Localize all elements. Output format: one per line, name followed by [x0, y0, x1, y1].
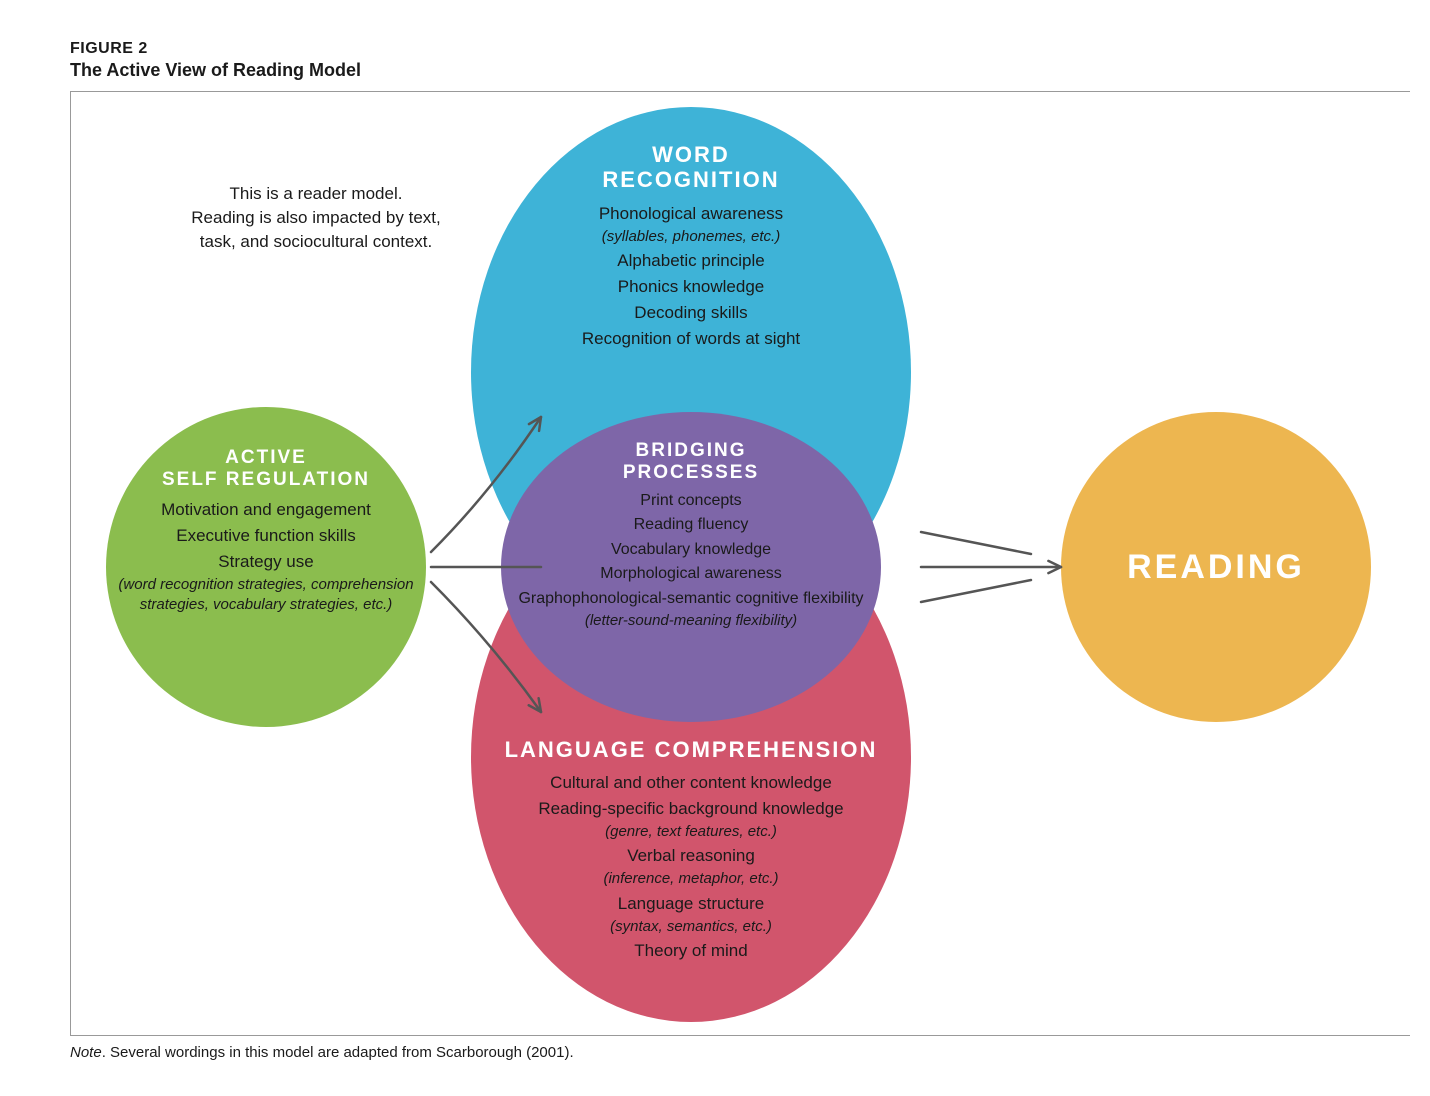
list-item: Decoding skills	[471, 302, 911, 325]
list-item: Theory of mind	[471, 940, 911, 963]
list-item: Verbal reasoning	[471, 845, 911, 868]
list-item: Reading-specific background knowledge	[471, 798, 911, 821]
list-item: Language structure	[471, 893, 911, 916]
list-item: Cultural and other content knowledge	[471, 772, 911, 795]
bridging-title: BRIDGING PROCESSES	[501, 440, 881, 484]
diagram-frame: This is a reader model. Reading is also …	[70, 91, 1410, 1036]
figure-title: The Active View of Reading Model	[70, 60, 1410, 81]
list-item-sub: (syllables, phonemes, etc.)	[471, 227, 911, 247]
language-comprehension-title: LANGUAGE COMPREHENSION	[471, 737, 911, 762]
figure-container: FIGURE 2 The Active View of Reading Mode…	[70, 40, 1410, 1061]
list-item: Motivation and engagement	[106, 499, 426, 522]
list-item: Executive function skills	[106, 525, 426, 548]
list-item-sub: (genre, text features, etc.)	[471, 822, 911, 842]
list-item-sub: (word recognition strategies, comprehens…	[106, 575, 426, 616]
model-caption: This is a reader model. Reading is also …	[161, 182, 471, 253]
caption-line: task, and sociocultural context.	[161, 230, 471, 254]
list-item-sub: (inference, metaphor, etc.)	[471, 869, 911, 889]
bridging-text: BRIDGING PROCESSES Print conceptsReading…	[501, 440, 881, 631]
figure-note: Note. Several wordings in this model are…	[70, 1044, 1410, 1061]
bridging-items: Print conceptsReading fluency Vocabulary …	[501, 490, 881, 631]
list-item: Phonics knowledge	[471, 276, 911, 299]
self-regulation-title: ACTIVE SELF REGULATION	[106, 447, 426, 491]
reading-circle: READING	[1061, 412, 1371, 722]
reading-title: READING	[1127, 548, 1305, 587]
caption-line: Reading is also impacted by text,	[161, 206, 471, 230]
word-recognition-text: WORD RECOGNITION Phonological awareness(…	[471, 142, 911, 354]
list-item: Alphabetic principle	[471, 250, 911, 273]
list-item: Vocabulary knowledge	[501, 539, 881, 561]
language-comprehension-text: LANGUAGE COMPREHENSION Cultural and othe…	[471, 737, 911, 966]
word-recognition-title: WORD RECOGNITION	[471, 142, 911, 193]
self-regulation-items: Motivation and engagement Executive funct…	[106, 499, 426, 615]
list-item: Print concepts	[501, 490, 881, 512]
list-item: Graphophonological-semantic cognitive fl…	[501, 588, 881, 610]
note-text: . Several wordings in this model are ada…	[102, 1044, 574, 1061]
language-comprehension-items: Cultural and other content knowledge Read…	[471, 772, 911, 962]
word-recognition-items: Phonological awareness(syllables, phonem…	[471, 203, 911, 351]
list-item: Reading fluency	[501, 514, 881, 536]
list-item: Morphological awareness	[501, 563, 881, 585]
note-prefix: Note	[70, 1044, 102, 1061]
list-item: Recognition of words at sight	[471, 328, 911, 351]
list-item-sub: (syntax, semantics, etc.)	[471, 917, 911, 937]
list-item-sub: (letter-sound-meaning flexibility)	[501, 611, 881, 631]
caption-line: This is a reader model.	[161, 182, 471, 206]
figure-label: FIGURE 2	[70, 40, 1410, 58]
self-regulation-text: ACTIVE SELF REGULATION Motivation and en…	[106, 447, 426, 615]
list-item: Phonological awareness	[471, 203, 911, 226]
list-item: Strategy use	[106, 551, 426, 574]
